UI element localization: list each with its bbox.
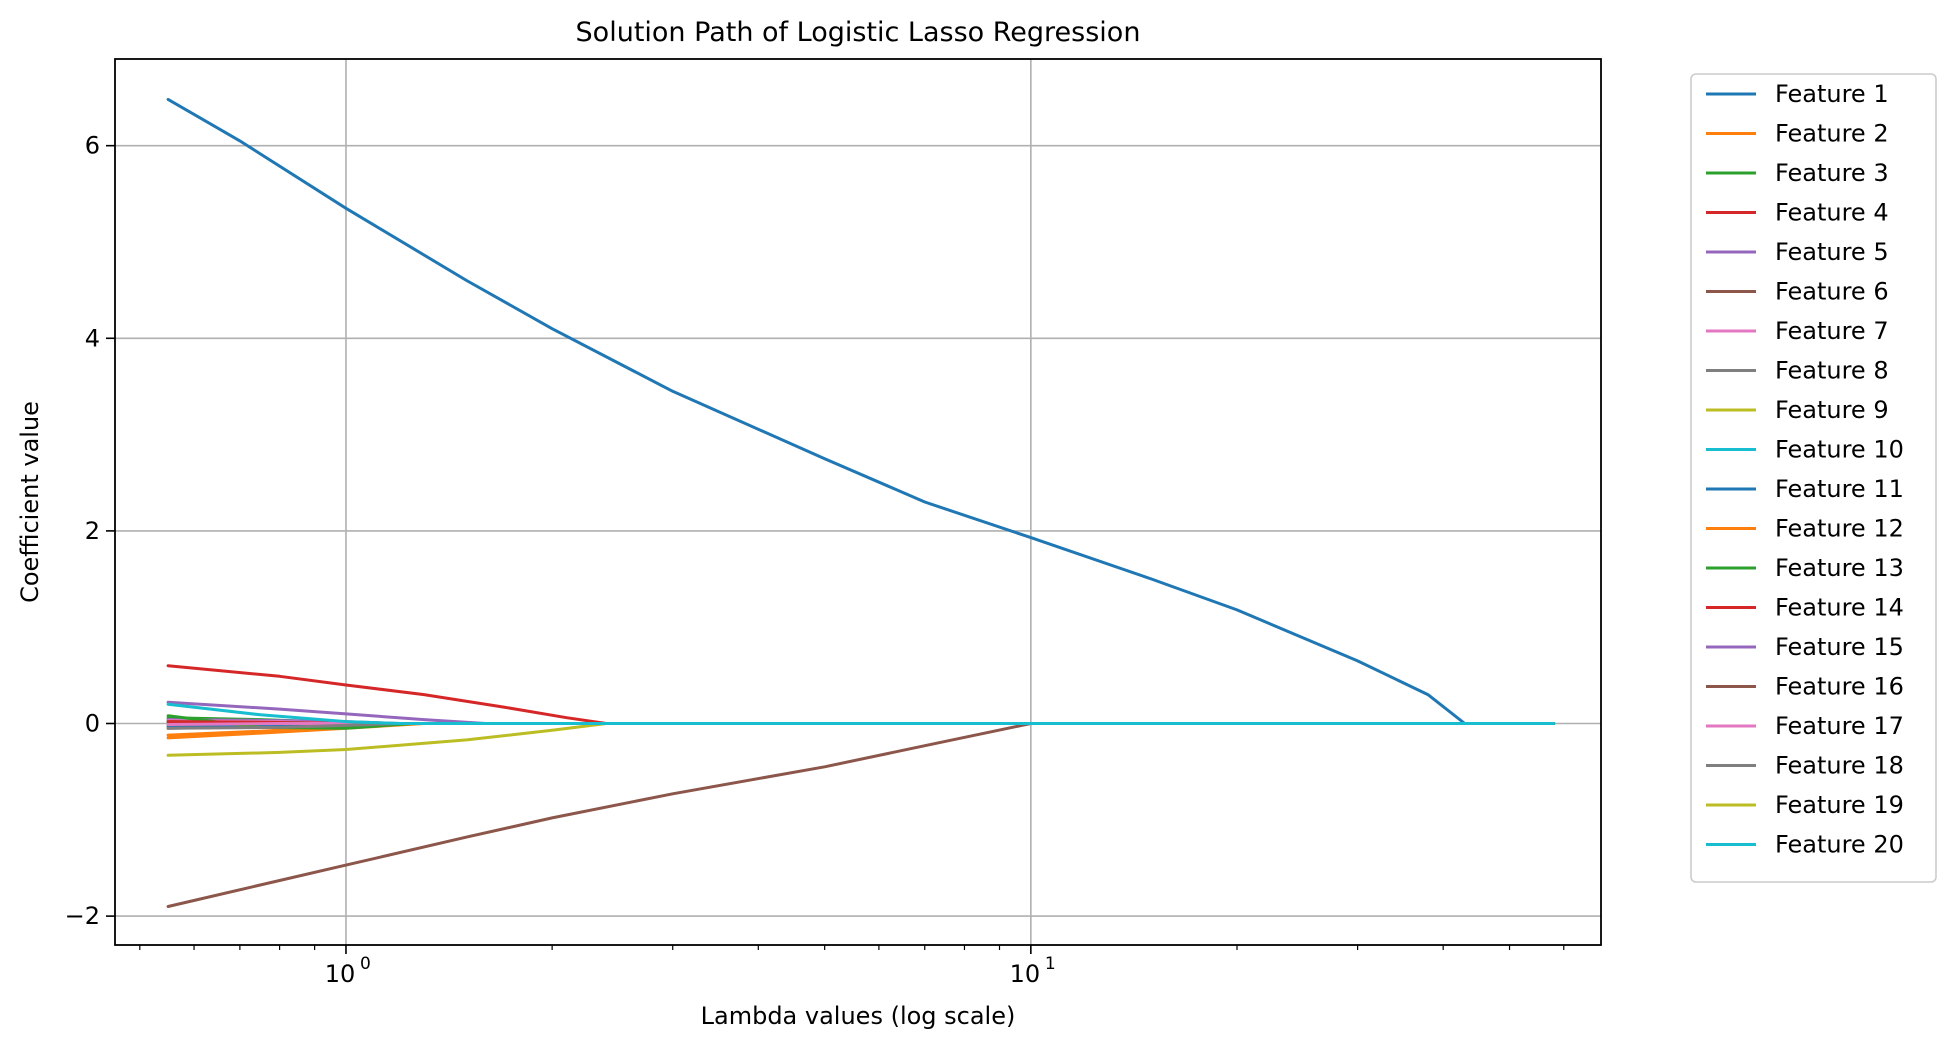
y-tick-label: 6 [85, 132, 100, 160]
y-tick-label: 4 [85, 324, 100, 352]
legend-label: Feature 3 [1775, 159, 1889, 187]
series-lines [166, 97, 1556, 908]
series-line-feature-16 [166, 722, 1556, 908]
x-tick-exponent: 0 [360, 954, 371, 974]
legend-label: Feature 6 [1775, 278, 1889, 306]
x-tick-label: 10 [1010, 960, 1041, 988]
chart-title: Solution Path of Logistic Lasso Regressi… [576, 17, 1141, 48]
legend-label: Feature 20 [1775, 831, 1904, 859]
legend-label: Feature 4 [1775, 199, 1889, 227]
legend-label: Feature 5 [1775, 238, 1889, 266]
x-tick-label: 10 [325, 960, 356, 988]
legend-label: Feature 15 [1775, 633, 1904, 661]
series-line-feature-20 [166, 702, 1556, 725]
plot-frame [114, 58, 1602, 946]
legend-label: Feature 9 [1775, 396, 1889, 424]
x-axis-ticks: 10 0 10 1 [139, 945, 1565, 988]
legend-label: Feature 12 [1775, 515, 1904, 543]
legend-label: Feature 11 [1775, 475, 1904, 503]
x-tick-exponent: 1 [1045, 954, 1056, 974]
legend-label: Feature 16 [1775, 673, 1904, 701]
y-tick-label: 0 [85, 710, 100, 738]
x-axis-label: Lambda values (log scale) [701, 1002, 1016, 1030]
legend: Feature 1 Feature 2 Feature 3 Feature 4 Feat… [1690, 73, 1937, 883]
legend-label: Feature 8 [1775, 357, 1889, 385]
legend-box [1690, 73, 1937, 883]
legend-label: Feature 14 [1775, 594, 1904, 622]
legend-label: Feature 2 [1775, 120, 1889, 148]
legend-label: Feature 10 [1775, 436, 1904, 464]
legend-label: Feature 19 [1775, 791, 1904, 819]
y-axis-label: Coefficient value [16, 401, 44, 603]
legend-label: Feature 18 [1775, 752, 1904, 780]
series-line-feature-1 [166, 97, 1556, 725]
legend-label: Feature 7 [1775, 317, 1889, 345]
legend-label: Feature 17 [1775, 712, 1904, 740]
legend-label: Feature 1 [1775, 80, 1889, 108]
legend-label: Feature 13 [1775, 554, 1904, 582]
y-tick-label: 2 [85, 517, 100, 545]
y-tick-label: −2 [65, 902, 100, 930]
y-axis-ticks: −2 0 2 4 6 [65, 132, 115, 930]
